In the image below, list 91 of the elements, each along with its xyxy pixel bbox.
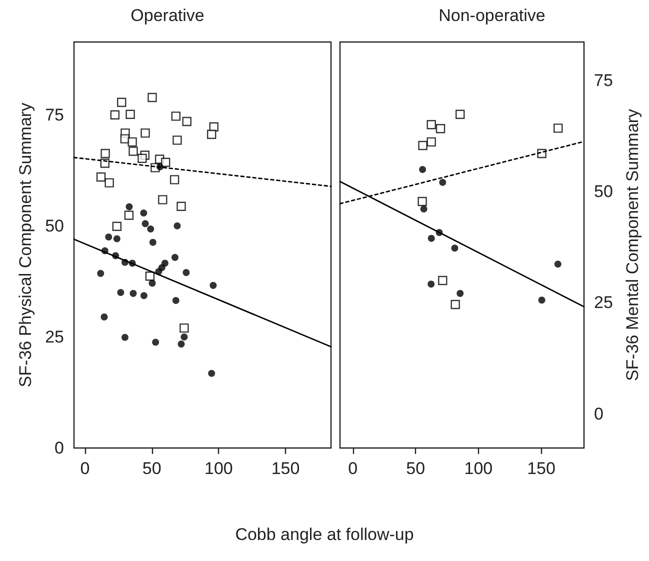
point [128,146,138,156]
point [428,234,435,242]
point [554,260,562,268]
point [126,203,133,210]
y2-tick-label: 75 [594,71,613,90]
point [130,290,137,297]
point [112,222,122,231]
point [121,258,128,266]
point [182,116,192,126]
point [140,292,148,300]
y-tick-label: 75 [45,105,64,124]
point [178,340,185,348]
point [180,323,189,333]
point [176,202,186,211]
x-axis-title: Cobb angle at follow-up [234,525,415,545]
y-tick-label: 50 [45,216,64,236]
point [182,269,190,276]
point [439,178,446,186]
point [438,276,448,286]
point [97,270,104,277]
x-tick-label: 100 [464,459,493,478]
point [419,166,426,173]
point [209,122,218,132]
point [420,206,428,213]
point [426,120,436,130]
point [112,252,120,260]
point [158,195,168,204]
y2-tick-label: 25 [594,293,613,312]
point [456,110,465,120]
point [105,234,112,240]
point [418,140,428,150]
point [418,196,427,206]
point [113,235,120,242]
point [174,222,181,230]
y-tick-label: 25 [45,327,64,346]
point [428,280,435,288]
point [206,130,216,139]
point [170,175,180,184]
point [172,297,180,304]
x-tick-label: 150 [527,459,556,478]
point [172,136,182,145]
x-tick-label: 50 [142,459,162,478]
point [138,154,147,163]
point [148,92,157,102]
point [538,296,546,304]
y2-tick-label: 50 [594,182,613,202]
chart-title: Operative [130,6,204,25]
point [128,260,136,267]
point [140,128,150,138]
point [210,282,217,289]
point [456,290,464,297]
point [100,148,110,158]
point [110,110,120,120]
point [101,247,108,254]
point [152,338,160,346]
point [140,210,148,217]
y-axis-title: SF-36 Physical Component Summary [16,102,35,388]
y2-tick-label: 0 [594,404,604,424]
point [149,238,156,246]
point [148,280,156,287]
point [96,172,106,182]
point [436,229,443,236]
x-tick-label: 0 [80,459,90,478]
point [100,313,108,320]
x-tick-label: 150 [271,459,300,478]
point [554,124,563,133]
point [171,112,180,121]
point [117,98,126,108]
point [155,268,162,276]
point [104,178,114,188]
point [208,370,216,377]
point [124,210,134,220]
point [142,220,149,228]
point [128,137,137,147]
point [180,333,188,340]
point [121,334,128,341]
y2-axis-title: SF-36 Mental Component Summary [623,108,642,382]
point [171,254,178,261]
x-tick-label: 50 [406,459,426,478]
point [436,124,446,134]
y-tick-label: 0 [54,438,64,458]
x-tick-label: 100 [204,459,233,478]
point [126,110,135,120]
point [156,163,164,170]
x-tick-label: 0 [348,459,358,478]
point [426,137,436,147]
chart-title: Non-operative [438,6,546,25]
point [451,244,458,252]
point [147,226,154,233]
point [450,300,460,310]
point [117,289,124,296]
